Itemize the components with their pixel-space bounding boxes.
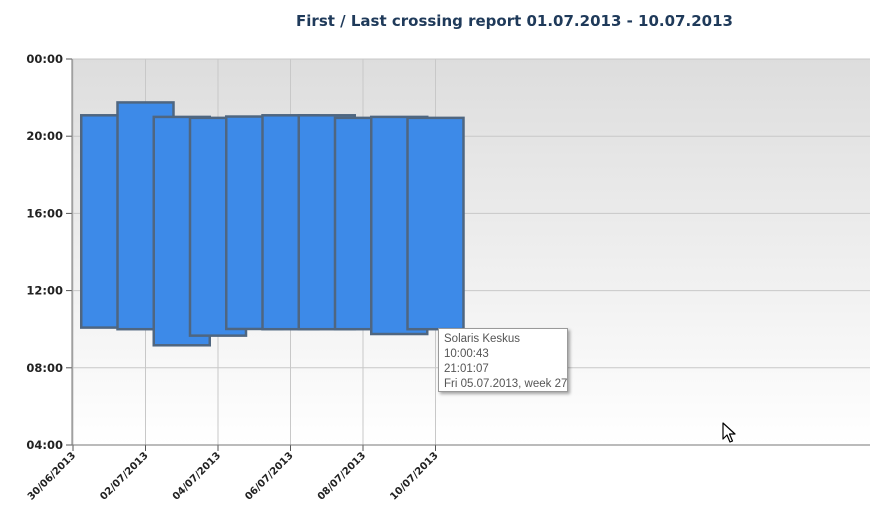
x-tick-label: 02/07/2013 [98,450,150,502]
x-tick-label: 06/07/2013 [243,450,295,502]
tooltip-date: Fri 05.07.2013, week 27 [444,378,568,390]
y-tick-label: 12:00 [26,284,63,298]
x-tick-label: 30/06/2013 [26,450,78,502]
tooltip-first-time: 10:00:43 [444,348,489,360]
tooltip: Solaris Keskus 10:00:43 21:01:07 Fri 05.… [438,328,568,392]
mouse-cursor-icon [722,422,736,443]
x-tick-label: 08/07/2013 [316,450,368,502]
y-tick-label: 08:00 [26,361,63,375]
y-tick-label: 20:00 [26,129,63,143]
bar-layer [80,101,465,347]
y-tick-label: 04:00 [26,438,63,452]
tooltip-name: Solaris Keskus [444,333,521,345]
bar-2013-07-10 [406,116,465,331]
x-tick-label: 10/07/2013 [388,450,440,502]
axis-layer [66,58,870,451]
y-tick-label: 16:00 [26,206,63,220]
tooltip-last-time: 21:01:07 [444,363,489,375]
chart-title: First / Last crossing report 01.07.2013 … [296,12,733,30]
x-tick-label: 04/07/2013 [171,450,223,502]
y-tick-label: 00:00 [26,52,63,66]
